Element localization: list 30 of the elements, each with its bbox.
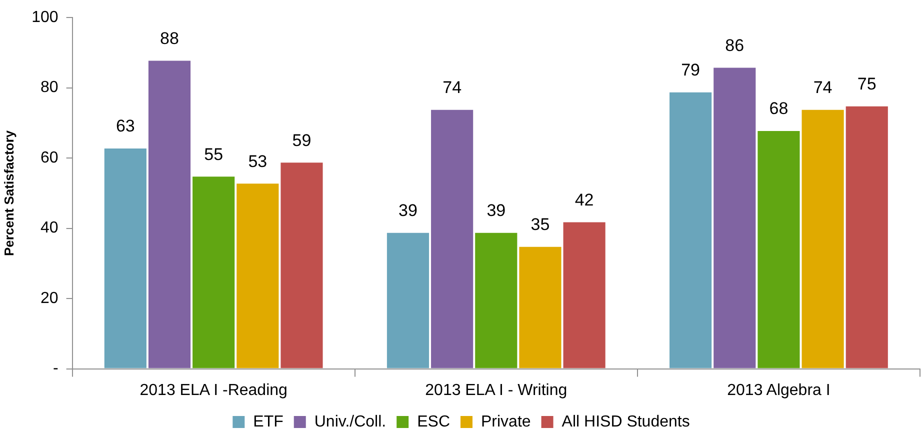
data-label: 88 bbox=[160, 28, 179, 48]
data-label: 35 bbox=[530, 215, 550, 234]
y-axis-title: Percent Satisfactory bbox=[1, 130, 16, 256]
legend-label: ETF bbox=[253, 413, 284, 430]
y-tick-label: 40 bbox=[40, 220, 58, 237]
data-label: 63 bbox=[116, 116, 135, 136]
data-label: 86 bbox=[725, 36, 744, 55]
data-label: 74 bbox=[442, 78, 462, 98]
legend-label: Private bbox=[480, 413, 531, 430]
x-tick-label: 2013 ELA I - Writing bbox=[425, 382, 568, 399]
legend-label: All HISD Students bbox=[562, 413, 690, 430]
y-tick-label: 20 bbox=[40, 290, 58, 307]
y-tick-label: 100 bbox=[32, 9, 58, 26]
x-tick-label: 2013 ELA I -Reading bbox=[140, 382, 288, 399]
legend-label: ESC bbox=[417, 413, 450, 430]
data-label: 42 bbox=[574, 190, 594, 210]
x-tick-label: 2013 Algebra I bbox=[727, 382, 830, 399]
data-label: 39 bbox=[398, 201, 418, 220]
y-tick-label: 80 bbox=[40, 79, 58, 96]
data-label: 55 bbox=[204, 144, 224, 164]
data-label: 39 bbox=[486, 201, 506, 220]
legend-label: Univ./Coll. bbox=[314, 413, 386, 430]
data-label: 79 bbox=[681, 60, 700, 80]
data-label: 75 bbox=[857, 74, 876, 94]
data-label: 68 bbox=[769, 99, 788, 118]
y-tick-label: 60 bbox=[40, 149, 58, 166]
y-tick-label: - bbox=[52, 360, 58, 378]
data-label: 74 bbox=[813, 78, 832, 98]
data-label: 53 bbox=[248, 152, 268, 171]
data-label: 59 bbox=[292, 130, 312, 150]
